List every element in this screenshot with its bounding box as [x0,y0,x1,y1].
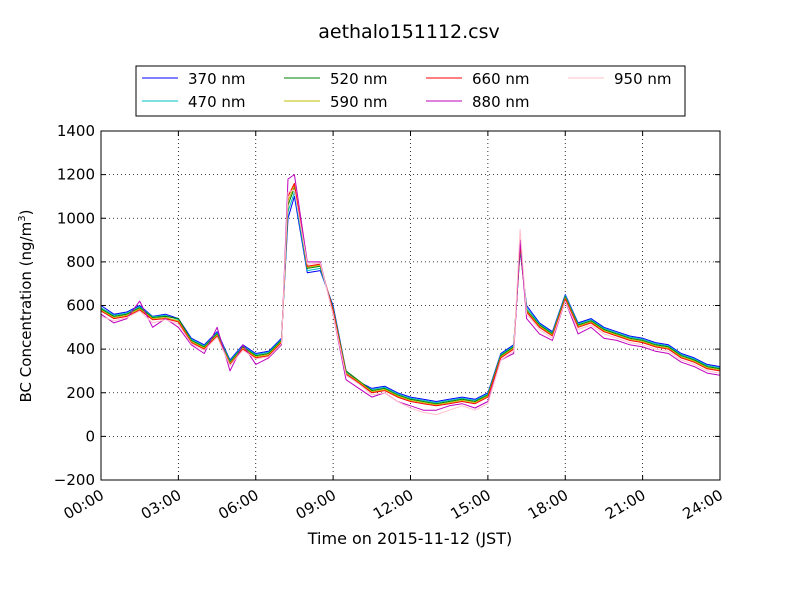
y-tick-label: 1400 [57,122,95,140]
chart-title: aethalo151112.csv [318,21,500,43]
legend-label: 660 nm [472,70,530,88]
plot-area [101,131,720,480]
series-line-2 [100,187,721,405]
y-tick-label: 200 [66,384,95,402]
y-axis-label-close: ) [17,210,35,216]
y-tick-label: 1200 [57,166,95,184]
x-axis-label: Time on 2015-11-12 (JST) [307,529,512,548]
y-axis-label-sup: 3 [17,215,28,221]
series-line-5 [100,174,721,411]
series-line-1 [100,191,721,404]
legend-label: 520 nm [330,70,388,88]
legend-box [135,65,686,117]
legend: 370 nm 470 nm 520 nm 590 nm 660 nm 880 nm 950 … [135,65,686,117]
y-tick-labels: −200 0 200 400 600 800 1000 1200 1400 [54,122,95,489]
y-tick-label: 1000 [57,209,95,227]
y-tick-label: 600 [66,297,95,315]
y-axis-label-main: BC Concentration (ng/m [17,222,35,403]
series-line-6 [100,189,721,416]
axis-ticks [100,130,721,481]
y-tick-label: 0 [85,427,95,445]
legend-label: 950 nm [614,70,672,88]
legend-label: 470 nm [188,93,246,111]
series-line-3 [100,185,721,406]
legend-label: 370 nm [188,70,246,88]
y-tick-label: 400 [66,340,95,358]
series-lines [100,174,721,416]
series-line-0 [100,195,721,402]
y-axis-label: BC Concentration (ng/m3) [17,210,35,403]
legend-items: 370 nm 470 nm 520 nm 590 nm 660 nm 880 nm 950 … [142,70,672,111]
legend-label: 880 nm [472,93,530,111]
y-tick-label: 800 [66,253,95,271]
y-tick-label: −200 [54,471,95,489]
legend-label: 590 nm [330,93,388,111]
